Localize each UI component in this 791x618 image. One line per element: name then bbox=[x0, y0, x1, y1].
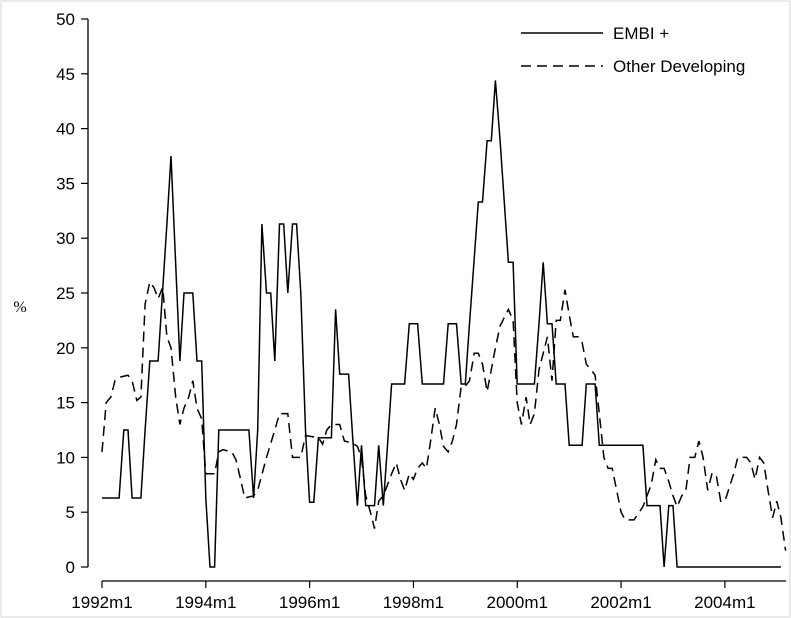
y-tick-label: 10 bbox=[56, 448, 75, 467]
x-tick-label: 1996m1 bbox=[279, 593, 340, 612]
y-tick-label: 45 bbox=[56, 65, 75, 84]
y-tick-label: 30 bbox=[56, 229, 75, 248]
legend-label-embi: EMBI + bbox=[613, 24, 669, 43]
x-tick-label: 1998m1 bbox=[383, 593, 444, 612]
legend-label-other: Other Developing bbox=[613, 57, 745, 76]
y-tick-label: 0 bbox=[66, 558, 75, 577]
y-tick-label: 15 bbox=[56, 394, 75, 413]
y-tick-label: 20 bbox=[56, 339, 75, 358]
x-tick-label: 1994m1 bbox=[175, 593, 236, 612]
x-ticks: 1992m1 1994m1 1996m1 1998m1 2000m1 2002m1 2004… bbox=[71, 581, 756, 612]
x-tick-label: 2000m1 bbox=[487, 593, 548, 612]
y-tick-label: 40 bbox=[56, 120, 75, 139]
y-axis-label: % bbox=[13, 299, 26, 316]
y-tick-label: 25 bbox=[56, 284, 75, 303]
legend: EMBI + Other Developing bbox=[521, 24, 745, 76]
y-tick-label: 50 bbox=[56, 10, 75, 29]
x-tick-label: 2002m1 bbox=[590, 593, 651, 612]
y-ticks: 0 5 10 15 20 25 30 35 40 45 50 bbox=[56, 10, 88, 577]
y-tick-label: 5 bbox=[66, 503, 75, 522]
series-layer bbox=[101, 80, 787, 568]
x-tick-label: 2004m1 bbox=[694, 593, 755, 612]
x-tick-label: 1992m1 bbox=[71, 593, 132, 612]
y-tick-label: 35 bbox=[56, 174, 75, 193]
series-line-embi bbox=[102, 80, 781, 568]
series-line-other-developing bbox=[101, 280, 787, 551]
